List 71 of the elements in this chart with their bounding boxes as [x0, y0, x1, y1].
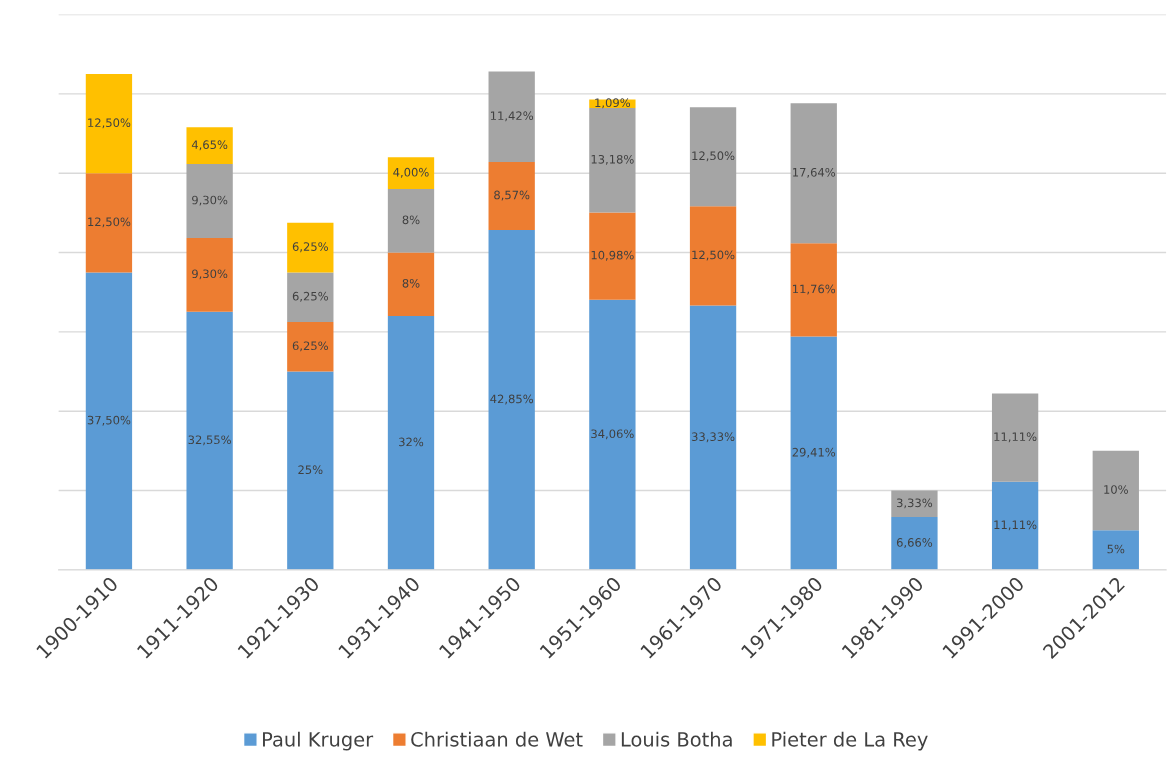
data-label: 6,25% [292, 291, 328, 302]
data-label: 25% [298, 465, 323, 475]
data-label: 12,50% [88, 118, 131, 129]
data-label: 29,41% [792, 447, 836, 458]
data-label: 4,65% [191, 140, 228, 151]
bar [387, 252, 435, 317]
bar [991, 393, 1039, 482]
bar [689, 206, 737, 306]
bar [287, 272, 334, 322]
bar [689, 305, 737, 570]
data-label: 12,50% [692, 151, 735, 162]
bar [790, 243, 837, 337]
bar [589, 299, 636, 570]
data-label: 42,85% [490, 394, 534, 405]
data-label: 32,55% [188, 435, 231, 446]
bar [488, 229, 535, 570]
bar [589, 108, 636, 213]
data-label: 11,11% [994, 432, 1037, 443]
bar [891, 517, 938, 570]
bar [186, 127, 233, 165]
data-label: 6,25% [292, 242, 328, 253]
data-label: 4,00% [393, 167, 429, 178]
bar [85, 272, 133, 570]
data-label: 8,57% [494, 190, 530, 201]
bar [1092, 530, 1139, 570]
data-label: 9,30% [192, 269, 228, 280]
data-label: 11,11% [994, 520, 1037, 531]
data-label: 9,30% [192, 195, 228, 206]
data-label: 8% [402, 278, 420, 288]
bar [991, 481, 1039, 570]
bar [287, 222, 334, 273]
bar [85, 74, 133, 174]
bar [287, 371, 334, 570]
bar [488, 161, 535, 230]
data-label: 11,76% [793, 284, 836, 295]
bar [1092, 450, 1139, 531]
data-label: 5% [1107, 544, 1125, 554]
data-label: 33,33% [691, 432, 735, 443]
bar [186, 164, 233, 238]
data-label: 34,06% [591, 429, 634, 440]
data-label: 13,18% [591, 154, 634, 165]
data-label: 6,25% [292, 341, 328, 352]
legend-label: Paul Kruger [263, 731, 374, 751]
bar [287, 321, 334, 372]
legend-label: Christiaan de Wet [411, 731, 583, 747]
data-label: 10,98% [591, 250, 634, 261]
bar [689, 107, 737, 207]
bar [387, 157, 435, 190]
bar [589, 212, 636, 300]
bar [790, 103, 837, 244]
data-label: 10% [1104, 485, 1128, 494]
bar [790, 336, 837, 570]
bar [488, 71, 535, 162]
data-label: 17,64% [793, 167, 836, 178]
bar [186, 311, 233, 570]
bar [891, 490, 938, 518]
bar [186, 237, 233, 312]
data-label: 12,50% [692, 250, 735, 261]
data-label: 8% [402, 215, 420, 225]
data-label: 11,42% [490, 111, 534, 122]
data-label: 6,66% [896, 538, 933, 548]
legend-label: Pieter de La Rey [772, 731, 928, 751]
bar [85, 173, 133, 273]
data-label: 1,09% [595, 98, 631, 109]
data-label: 32% [399, 437, 424, 447]
bar [387, 316, 435, 570]
data-label: 12,50% [88, 217, 131, 228]
bar [387, 189, 435, 253]
data-label: 37,50% [87, 415, 131, 426]
legend-label: Louis Botha [621, 731, 732, 747]
data-label: 3,33% [897, 498, 933, 509]
